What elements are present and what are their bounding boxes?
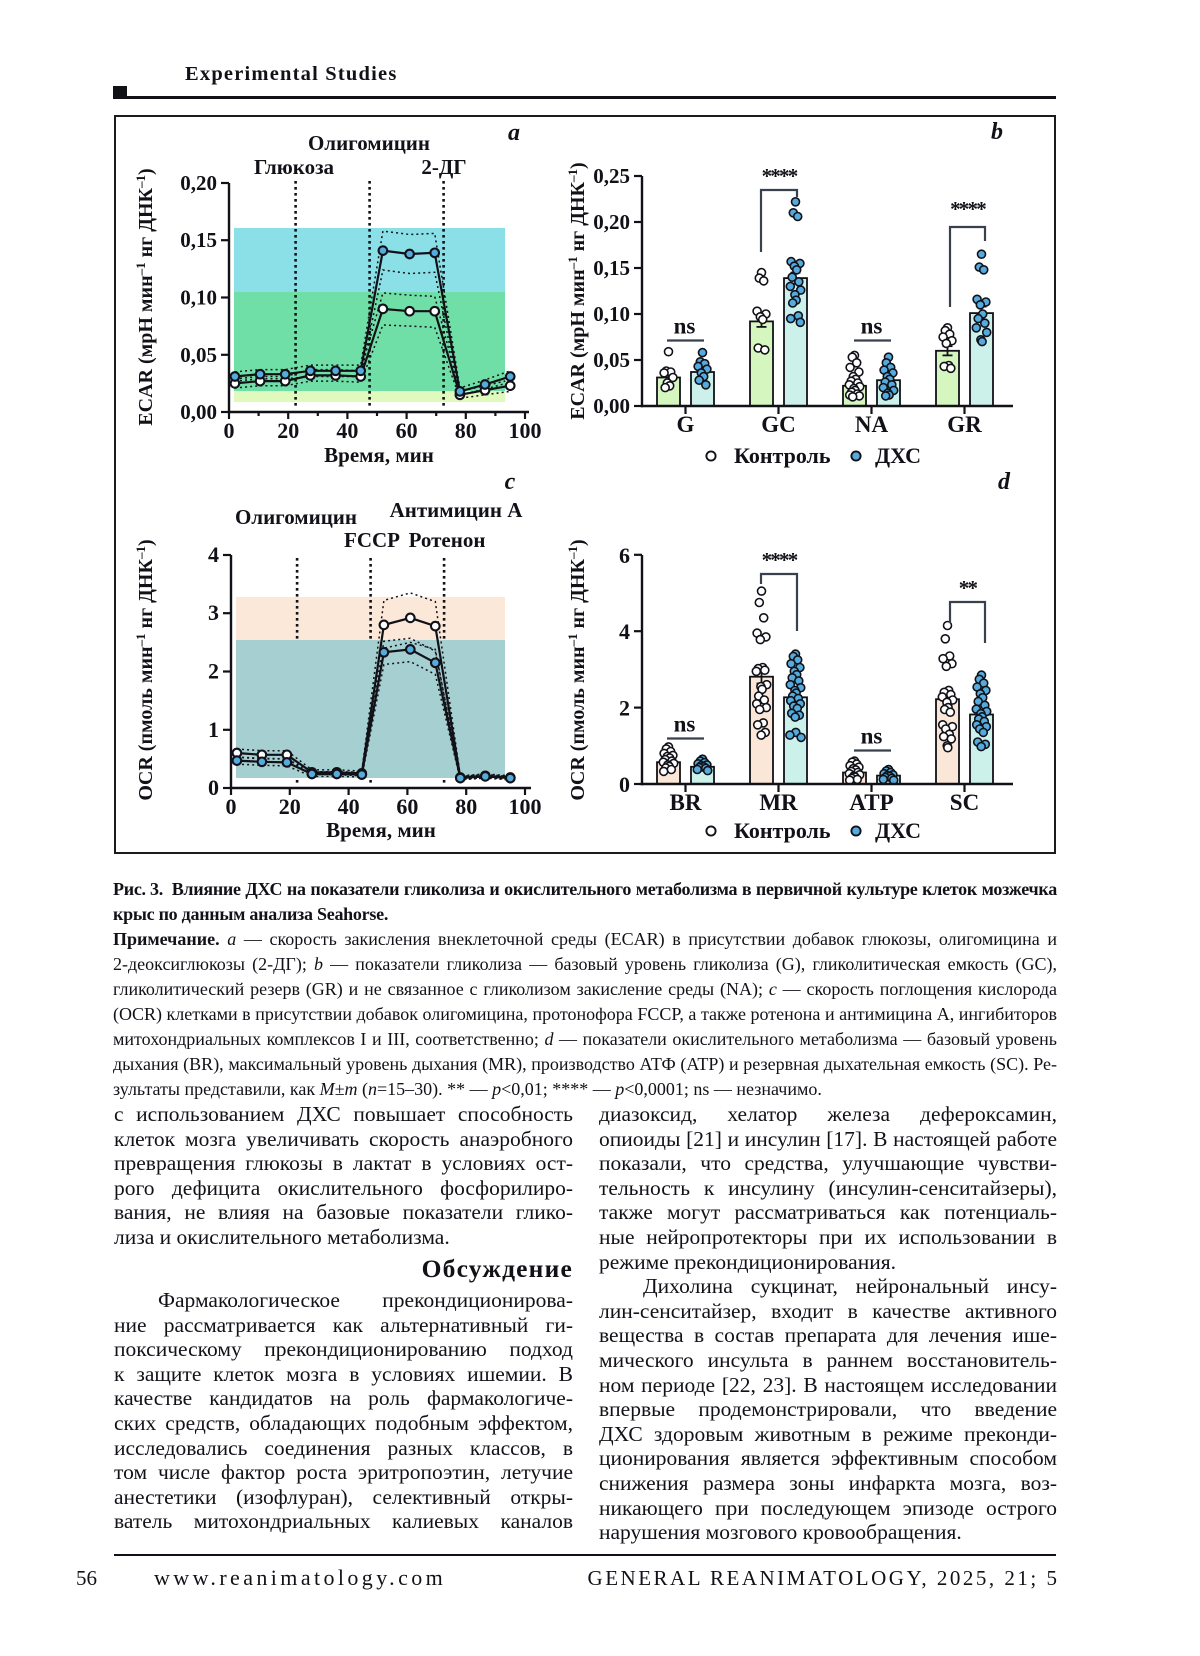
svg-text:Время, мин: Время, мин: [324, 443, 434, 467]
svg-text:**: **: [959, 576, 978, 600]
svg-text:SC: SC: [950, 790, 979, 815]
svg-text:ns: ns: [861, 314, 883, 339]
svg-text:GR: GR: [947, 412, 982, 437]
svg-text:ATP: ATP: [849, 790, 893, 815]
svg-text:2: 2: [619, 696, 630, 721]
svg-text:20: 20: [277, 418, 299, 443]
svg-text:4: 4: [208, 542, 219, 567]
svg-text:0,05: 0,05: [593, 348, 630, 372]
svg-text:0,20: 0,20: [593, 210, 630, 234]
svg-text:Контроль: Контроль: [734, 443, 831, 468]
svg-text:20: 20: [279, 794, 301, 819]
svg-text:MR: MR: [759, 790, 798, 815]
svg-text:ДХС: ДХС: [875, 443, 921, 468]
svg-text:2: 2: [208, 659, 219, 684]
svg-text:Глюкоза: Глюкоза: [254, 155, 335, 179]
svg-text:a: a: [508, 120, 520, 146]
svg-text:Контроль: Контроль: [734, 818, 831, 843]
svg-text:0: 0: [619, 772, 630, 797]
svg-text:Антимицин А: Антимицин А: [390, 498, 524, 522]
svg-text:0: 0: [208, 775, 219, 800]
svg-text:0,00: 0,00: [180, 400, 217, 424]
svg-text:****: ****: [762, 548, 798, 572]
svg-text:0,15: 0,15: [593, 256, 630, 280]
svg-text:0,00: 0,00: [593, 394, 630, 418]
svg-text:Олигомицин: Олигомицин: [308, 131, 430, 155]
svg-text:****: ****: [762, 164, 798, 188]
svg-text:ECAR (мрН мин–1 нг ДНК–1): ECAR (мрН мин–1 нг ДНК–1): [565, 162, 589, 419]
svg-text:FCCP: FCCP: [344, 528, 400, 552]
svg-text:ECAR (мрН мин–1 нг ДНК–1): ECAR (мрН мин–1 нг ДНК–1): [133, 168, 157, 425]
svg-text:0,10: 0,10: [180, 286, 217, 310]
svg-text:0,05: 0,05: [180, 343, 217, 367]
svg-text:ns: ns: [674, 314, 696, 339]
svg-text:OCR (пмоль мин–1 нг ДНК–1): OCR (пмоль мин–1 нг ДНК–1): [133, 539, 157, 800]
svg-text:NA: NA: [855, 412, 889, 437]
svg-text:b: b: [991, 119, 1003, 145]
svg-text:60: 60: [396, 794, 418, 819]
svg-text:4: 4: [619, 619, 630, 644]
svg-text:ns: ns: [674, 712, 696, 737]
svg-text:0: 0: [224, 418, 235, 443]
svg-text:6: 6: [619, 543, 630, 568]
svg-text:2-ДГ: 2-ДГ: [421, 155, 466, 179]
svg-text:0,25: 0,25: [593, 164, 630, 188]
svg-text:BR: BR: [670, 790, 702, 815]
svg-text:ns: ns: [861, 724, 883, 749]
svg-text:Олигомицин: Олигомицин: [235, 505, 357, 529]
svg-text:100: 100: [509, 418, 542, 443]
svg-text:60: 60: [396, 418, 418, 443]
svg-text:0: 0: [226, 794, 237, 819]
svg-text:GC: GC: [761, 412, 796, 437]
svg-text:3: 3: [208, 600, 219, 625]
svg-text:d: d: [998, 469, 1011, 495]
svg-text:0,10: 0,10: [593, 302, 630, 326]
svg-text:****: ****: [950, 197, 986, 221]
svg-text:0,20: 0,20: [180, 171, 217, 195]
svg-text:80: 80: [455, 418, 477, 443]
svg-text:c: c: [505, 469, 516, 495]
svg-text:40: 40: [336, 418, 358, 443]
svg-text:ДХС: ДХС: [875, 818, 921, 843]
svg-text:0,15: 0,15: [180, 228, 217, 252]
svg-text:100: 100: [509, 794, 542, 819]
svg-text:40: 40: [338, 794, 360, 819]
svg-text:80: 80: [455, 794, 477, 819]
svg-text:G: G: [677, 412, 695, 437]
svg-text:Ротенон: Ротенон: [409, 528, 486, 552]
svg-text:1: 1: [208, 717, 219, 742]
svg-text:OCR (пмоль мин–1 нг ДНК–1): OCR (пмоль мин–1 нг ДНК–1): [565, 539, 589, 800]
svg-text:Время, мин: Время, мин: [326, 818, 436, 842]
